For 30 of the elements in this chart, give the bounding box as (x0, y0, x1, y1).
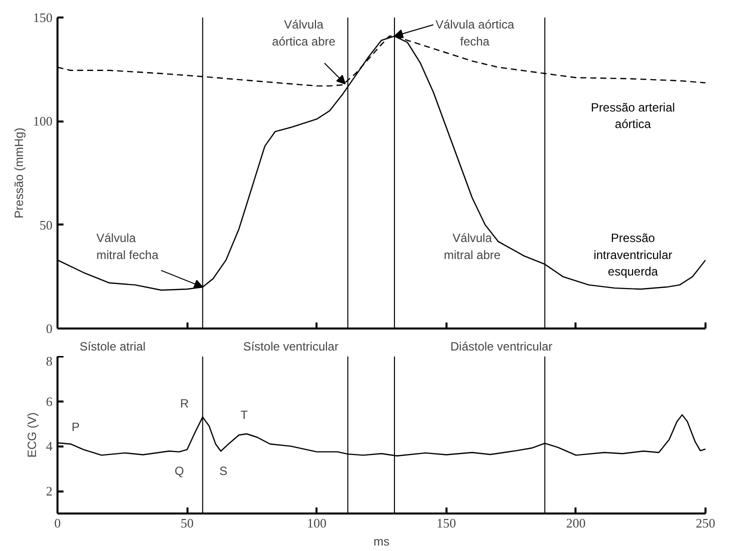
y-tick-label: 8 (46, 354, 52, 368)
y-tick-label: 50 (40, 217, 52, 232)
annotation: T (240, 408, 248, 422)
text: Diástole ventricular (450, 340, 552, 354)
annotation: S (219, 464, 228, 478)
y-tick-label: 100 (33, 114, 52, 129)
x-tick-label: 150 (436, 516, 456, 530)
x-tick-label: 50 (180, 516, 194, 530)
annotation: P (72, 420, 80, 434)
y-axis-title: ECG (V) (25, 412, 39, 458)
x-tick-label: 250 (696, 516, 716, 530)
annotation: Válvula aórtica fecha (435, 18, 514, 48)
y-tick-label: 6 (46, 394, 53, 409)
annotation: R (180, 396, 190, 411)
y-tick-label: 150 (33, 10, 52, 25)
annotation: Válvula aórtica abre (272, 18, 336, 48)
y-tick-label: 4 (46, 438, 53, 454)
annotation: Válvula mitral abre (444, 231, 501, 262)
annotation: Válvula mitral fecha (96, 231, 159, 262)
x-tick-label: 200 (566, 516, 586, 530)
x-axis-title: ms (374, 534, 390, 548)
y-tick-label: 0 (46, 321, 52, 336)
annotation: Q (174, 464, 184, 478)
text: Sístole atrial (80, 340, 146, 354)
y-tick-label: 2 (46, 484, 52, 499)
series-label: Pressão arterial aórtica (590, 100, 675, 132)
x-tick-label: 100 (306, 516, 326, 530)
text: Sístole ventricular (243, 340, 338, 354)
series-label: Pressão intraventricular esquerda (594, 231, 672, 279)
y-axis-title: Pressão (mmHg) (12, 128, 26, 218)
